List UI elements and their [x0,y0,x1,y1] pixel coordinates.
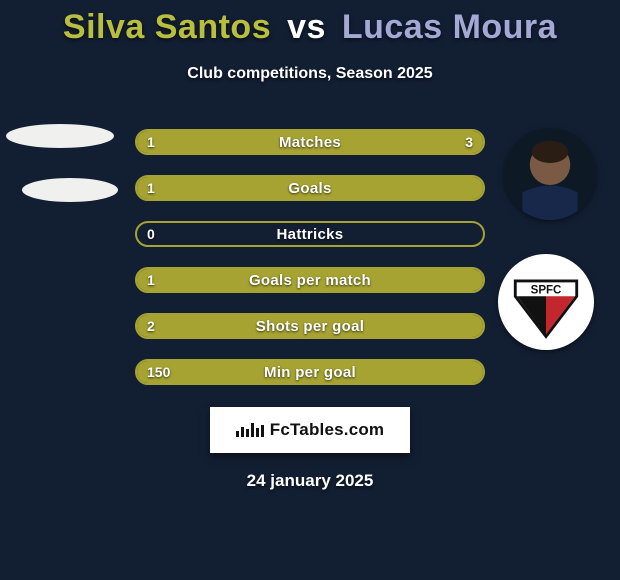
watermark-bars-icon [236,423,264,437]
page-title: Silva Santos vs Lucas Moura [0,0,620,47]
stat-row: 13Matches [135,129,485,155]
placeholder-shape [6,124,114,148]
subtitle: Club competitions, Season 2025 [0,65,620,83]
stat-row: 0Hattricks [135,221,485,247]
stat-bar-left [137,269,483,291]
stat-bar-left [137,315,483,337]
stat-row: 2Shots per goal [135,313,485,339]
stat-row: 1Goals per match [135,267,485,293]
stat-row: 150Min per goal [135,359,485,385]
stat-value-left: 0 [147,223,155,245]
stat-bar-left [137,131,224,153]
stat-bar-left [137,361,483,383]
date-label: 24 january 2025 [0,471,620,491]
club-logo: SPFC [498,254,594,350]
watermark-text: FcTables.com [270,420,385,440]
stat-bar-left [137,177,483,199]
stats-block: 13Matches 1Goals 0Hattricks 1Goals per matc… [135,129,485,385]
stat-bar-right [224,131,484,153]
placeholder-shape [22,178,118,202]
svg-text:SPFC: SPFC [531,284,562,296]
player-avatar [504,128,596,220]
vs-label: vs [287,8,326,46]
player1-name: Silva Santos [63,8,271,46]
player2-name: Lucas Moura [342,8,557,46]
watermark: FcTables.com [210,407,410,453]
stat-label: Hattricks [137,223,483,245]
stat-row: 1Goals [135,175,485,201]
